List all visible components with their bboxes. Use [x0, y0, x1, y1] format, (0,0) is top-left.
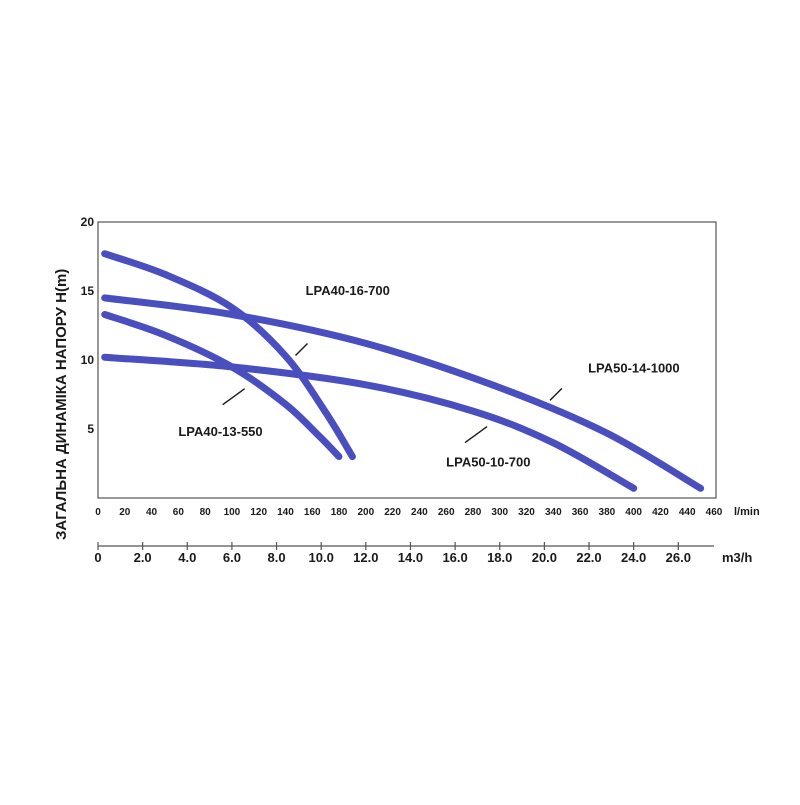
curve-lpa50-14-1000: [101, 294, 705, 492]
x-tick-lmin: 240: [411, 507, 428, 518]
x-tick-lmin: 420: [652, 507, 669, 518]
curve-label-lpa50-10-700: LPA50-10-700: [446, 454, 530, 469]
x-tick-m3h: 24.0: [621, 550, 646, 565]
y-axis-title: ЗАГАЛЬНА ДИНАМІКА НАПОРУ H(m): [53, 269, 70, 540]
leader-line: [549, 387, 563, 401]
x-tick-lmin: 260: [438, 507, 455, 518]
x-tick-lmin: 40: [146, 507, 158, 518]
y-tick: 20: [81, 215, 95, 229]
curves-layer: [101, 250, 705, 492]
x-tick-lmin: 120: [250, 507, 267, 518]
x-tick-lmin: 360: [572, 507, 589, 518]
curve-label-lpa40-16-700: LPA40-16-700: [306, 283, 390, 298]
x-tick-lmin: 20: [119, 507, 131, 518]
leader-line: [295, 343, 308, 357]
x-tick-m3h: 26.0: [666, 550, 691, 565]
x-tick-lmin: 200: [357, 507, 374, 518]
curve-lpa40-16-700: [101, 250, 356, 461]
curve-labels-layer: LPA40-16-700 LPA40-13-550 LPA50-14-1000 LPA…: [178, 283, 679, 469]
x-tick-lmin: 60: [173, 507, 185, 518]
x-tick-m3h: 18.0: [487, 550, 512, 565]
x-tick-lmin: 140: [277, 507, 294, 518]
x-tick-m3h: 14.0: [398, 550, 423, 565]
x-axis-unit-lmin: l/min: [734, 506, 760, 518]
x-tick-lmin: 220: [384, 507, 401, 518]
x-tick-m3h: 2.0: [134, 550, 152, 565]
curve-label-lpa40-13-550: LPA40-13-550: [178, 424, 262, 439]
x-tick-lmin: 280: [465, 507, 482, 518]
y-tick: 10: [81, 353, 95, 367]
x-tick-lmin: 300: [491, 507, 508, 518]
x-tick-lmin: 340: [545, 507, 562, 518]
x-tick-m3h: 12.0: [353, 550, 378, 565]
x-tick-m3h: 16.0: [442, 550, 467, 565]
curve-lpa50-10-700: [101, 353, 638, 492]
plot-frame: [97, 221, 717, 499]
x-tick-lmin: 440: [679, 507, 696, 518]
x-axis-unit-m3h: m3/h: [722, 550, 752, 565]
x-tick-lmin: 460: [706, 507, 723, 518]
x-tick-lmin: 0: [95, 507, 101, 518]
x-tick-m3h: 4.0: [178, 550, 196, 565]
x-tick-m3h: 8.0: [268, 550, 286, 565]
leader-line: [464, 426, 488, 444]
curve-label-lpa50-14-1000: LPA50-14-1000: [588, 360, 680, 375]
ticks-layer: 0 20 40 60 80 100 120 140 160 180 200 220 240 260 280 3…: [81, 215, 723, 565]
curve-lpa40-13-550: [101, 311, 343, 461]
x-tick-m3h: 20.0: [532, 550, 557, 565]
x-tick-m3h: 0: [94, 550, 101, 565]
x-tick-lmin: 380: [599, 507, 616, 518]
x-tick-lmin: 180: [331, 507, 348, 518]
leader-line: [222, 388, 246, 406]
x-tick-m3h: 10.0: [309, 550, 334, 565]
x-tick-lmin: 320: [518, 507, 535, 518]
y-tick: 5: [87, 422, 94, 436]
x-tick-lmin: 100: [224, 507, 241, 518]
x-tick-m3h: 6.0: [223, 550, 241, 565]
x-tick-m3h: 22.0: [576, 550, 601, 565]
y-tick: 15: [81, 284, 95, 298]
x-tick-lmin: 80: [200, 507, 212, 518]
x-tick-lmin: 400: [625, 507, 642, 518]
x-tick-lmin: 160: [304, 507, 321, 518]
